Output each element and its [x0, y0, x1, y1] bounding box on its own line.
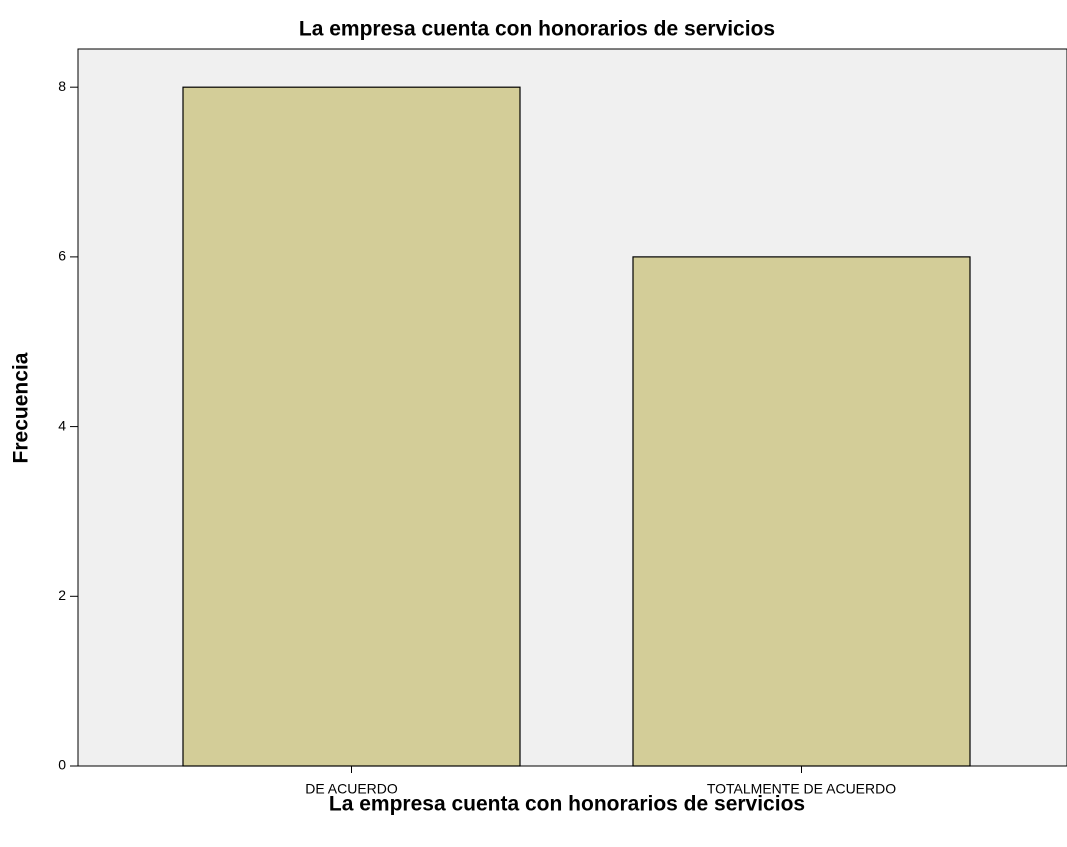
y-tick-label: 8 — [58, 78, 66, 94]
x-tick-label: TOTALMENTE DE ACUERDO — [707, 781, 896, 797]
y-tick-label: 2 — [58, 587, 66, 603]
x-axis-label: La empresa cuenta con honorarios de serv… — [329, 793, 805, 816]
y-tick-label: 6 — [58, 248, 66, 264]
bar — [632, 256, 971, 767]
chart-title: La empresa cuenta con honorarios de serv… — [299, 18, 775, 41]
y-tick-label: 0 — [58, 757, 66, 773]
bar — [182, 86, 521, 767]
x-tick-label: DE ACUERDO — [305, 781, 398, 797]
y-axis-label: Frecuencia — [10, 352, 33, 463]
y-tick-label: 4 — [58, 417, 66, 433]
